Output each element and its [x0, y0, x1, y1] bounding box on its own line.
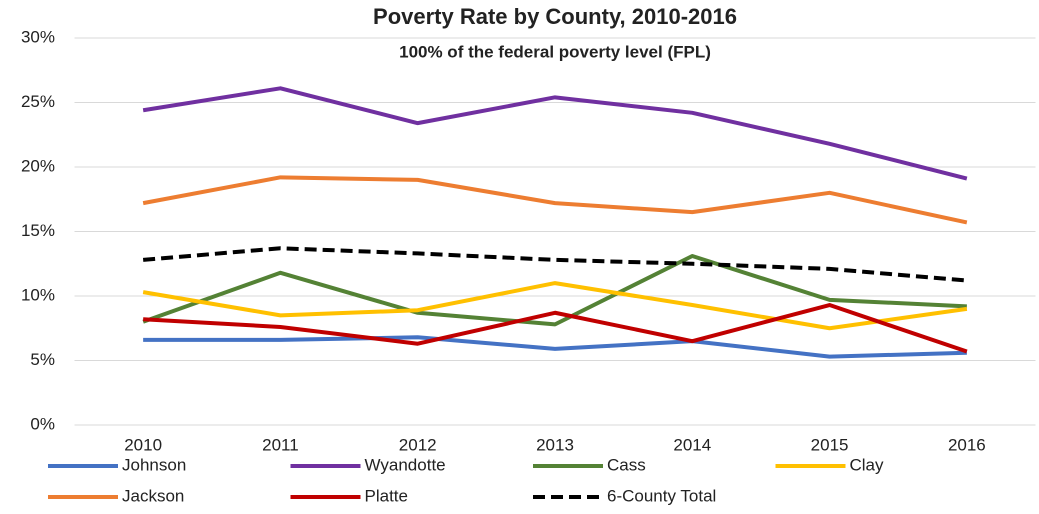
- legend-label: Cass: [607, 455, 646, 474]
- series-line: [142, 281, 968, 331]
- x-tick-label: 2015: [811, 435, 849, 454]
- chart-title: Poverty Rate by County, 2010-2016: [373, 4, 737, 29]
- series-line: [143, 303, 968, 354]
- series-line: [143, 335, 967, 359]
- series-line: [142, 86, 968, 181]
- y-tick-label: 10%: [21, 285, 55, 304]
- y-tick-label: 20%: [21, 156, 55, 175]
- legend-label: Platte: [365, 486, 408, 505]
- y-tick-label: 15%: [21, 221, 55, 240]
- x-tick-label: 2016: [948, 435, 986, 454]
- legend-label: Jackson: [122, 486, 184, 505]
- y-tick-label: 30%: [21, 27, 55, 46]
- series-line: [142, 175, 968, 225]
- x-tick-label: 2013: [536, 435, 574, 454]
- y-tick-label: 25%: [21, 92, 55, 111]
- series-line: [142, 254, 967, 327]
- series-line: [142, 246, 968, 283]
- x-tick-label: 2011: [262, 435, 299, 454]
- x-tick-label: 2012: [399, 435, 437, 454]
- legend-label: 6-County Total: [607, 486, 716, 505]
- legend-label: Wyandotte: [365, 455, 446, 474]
- legend-label: Johnson: [122, 455, 186, 474]
- y-tick-label: 5%: [30, 350, 55, 369]
- x-tick-label: 2010: [124, 435, 162, 454]
- chart-subtitle: 100% of the federal poverty level (FPL): [399, 42, 711, 61]
- y-tick-label: 0%: [30, 414, 55, 433]
- x-tick-label: 2014: [673, 435, 711, 454]
- legend-label: Clay: [850, 455, 885, 474]
